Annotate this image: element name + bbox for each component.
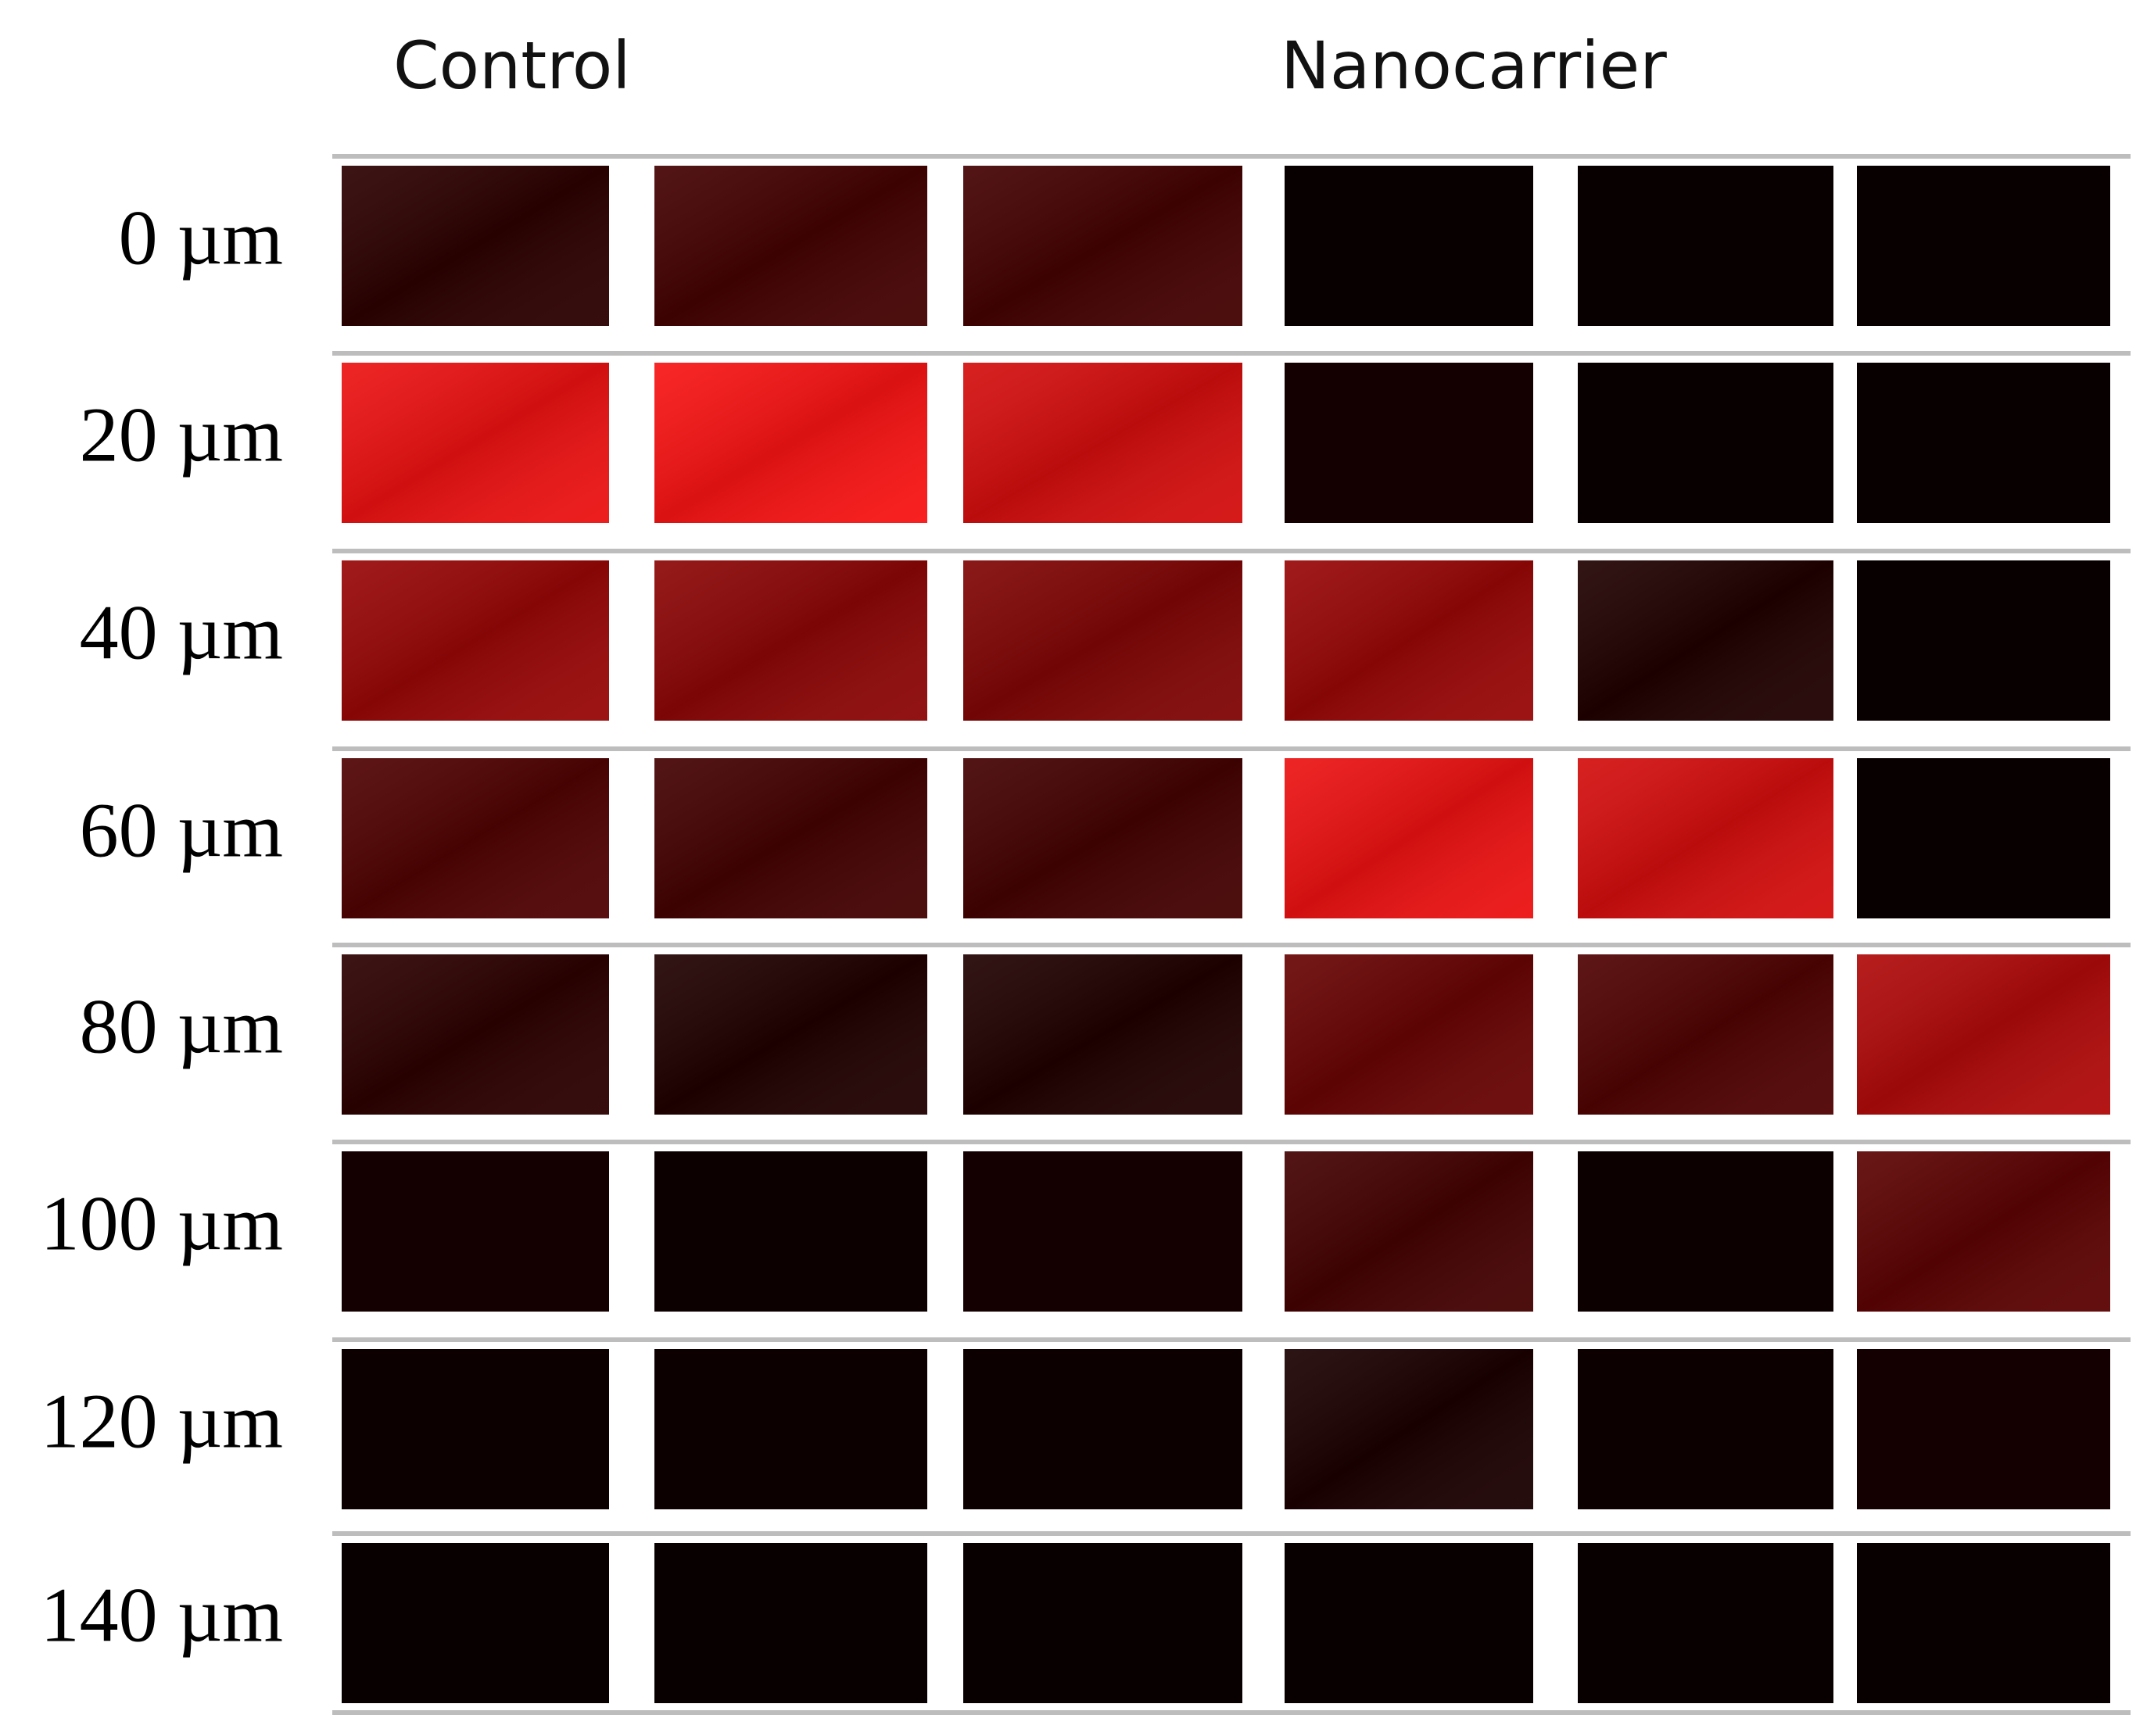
row-label: 40 µm [80, 589, 283, 675]
row-label: 80 µm [80, 983, 283, 1069]
micrograph [654, 1151, 927, 1312]
micrograph-texture [963, 363, 1242, 523]
micrograph [1285, 363, 1533, 523]
micrograph [963, 1151, 1242, 1312]
micrograph-texture [963, 954, 1242, 1115]
micrograph [1578, 1349, 1833, 1509]
micrograph-texture [1578, 954, 1833, 1115]
row-label: 140 µm [41, 1571, 283, 1658]
micrograph-texture [1578, 758, 1833, 918]
micrograph [1857, 1543, 2110, 1703]
micrograph [1857, 1349, 2110, 1509]
row-label: 60 µm [80, 786, 283, 873]
micrograph [1857, 166, 2110, 326]
micrograph-texture [654, 363, 927, 523]
micrograph-texture [1285, 1349, 1533, 1509]
micrograph [1857, 560, 2110, 721]
micrograph [963, 1349, 1242, 1509]
micrograph [963, 1543, 1242, 1703]
micrograph-texture [342, 560, 609, 721]
micrograph [1578, 363, 1833, 523]
micrograph [654, 1543, 927, 1703]
row-label: 20 µm [80, 391, 283, 478]
micrograph-texture [342, 954, 609, 1115]
micrograph-texture [1285, 954, 1533, 1115]
micrograph [1285, 166, 1533, 326]
row-label: 0 µm [119, 194, 283, 281]
row-label: 120 µm [41, 1377, 283, 1464]
micrograph [342, 1151, 609, 1312]
micrograph-texture [654, 166, 927, 326]
micrograph [342, 1543, 609, 1703]
micrograph-texture [654, 954, 927, 1115]
micrograph-texture [1285, 560, 1533, 721]
micrograph [342, 1349, 609, 1509]
micrograph-texture [654, 560, 927, 721]
micrograph-texture [1857, 954, 2110, 1115]
micrograph-texture [963, 560, 1242, 721]
column-header: Nanocarrier [1281, 27, 1667, 104]
micrograph [1285, 1543, 1533, 1703]
micrograph-texture [342, 363, 609, 523]
micrograph [1578, 1151, 1833, 1312]
micrograph [654, 1349, 927, 1509]
micrograph-texture [342, 758, 609, 918]
micrograph-texture [342, 166, 609, 326]
micrograph-texture [654, 758, 927, 918]
micrograph [1857, 758, 2110, 918]
micrograph-texture [1285, 1151, 1533, 1312]
row-label: 100 µm [41, 1179, 283, 1266]
micrograph-texture [963, 166, 1242, 326]
micrograph-texture [1857, 1151, 2110, 1312]
micrograph-texture [963, 758, 1242, 918]
micrograph [1578, 166, 1833, 326]
micrograph [1857, 363, 2110, 523]
column-header: Control [393, 27, 631, 104]
micrograph [1578, 1543, 1833, 1703]
micrograph-texture [1285, 758, 1533, 918]
micrograph-texture [1578, 560, 1833, 721]
